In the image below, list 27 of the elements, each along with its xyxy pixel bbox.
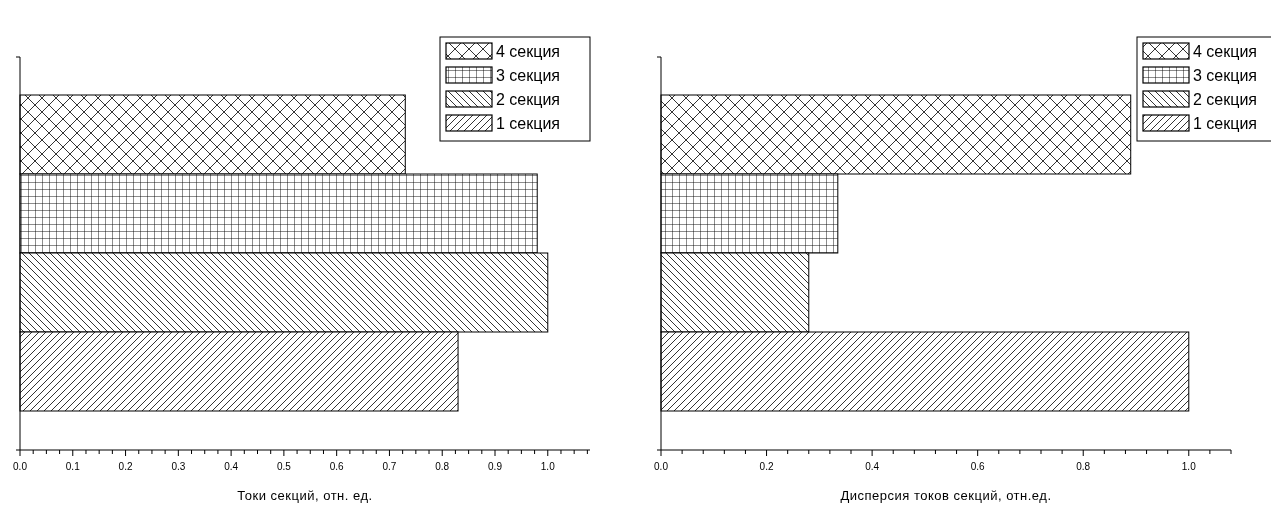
x-tick-label: 0.2 [118,461,133,472]
legend-label: 2 секция [496,91,561,108]
legend-label: 3 секция [496,67,561,84]
legend-label: 4 секция [1193,43,1258,60]
legend-label: 2 секция [1193,91,1258,108]
x-tick-label: 0.4 [224,461,239,472]
x-tick-label: 0.8 [1076,461,1091,472]
x-tick-label: 0.9 [488,461,503,472]
x-tick-label: 0.0 [654,461,669,472]
x-tick-label: 0.4 [865,461,880,472]
legend-label: 4 секция [496,43,561,60]
x-tick-label: 0.8 [435,461,450,472]
x-tick-label: 0.2 [759,461,774,472]
legend-label: 3 секция [1193,67,1258,84]
x-tick-label: 0.1 [65,461,81,472]
legend-label: 1 секция [1193,115,1258,132]
x-tick-label: 0.0 [13,461,28,472]
x-tick-label: 0.7 [382,461,397,472]
x-tick-label: 0.5 [276,461,292,472]
x-tick-label: 0.6 [970,461,986,472]
x-axis-title: Дисперсия токов секций, отн.ед. [840,488,1052,503]
x-tick-label: 1.0 [1181,461,1197,472]
legend-label: 1 секция [496,115,561,132]
x-tick-label: 0.3 [171,461,186,472]
x-tick-label: 0.6 [329,461,345,472]
x-tick-label: 1.0 [540,461,556,472]
x-axis-title: Токи секций, отн. ед. [237,488,373,503]
